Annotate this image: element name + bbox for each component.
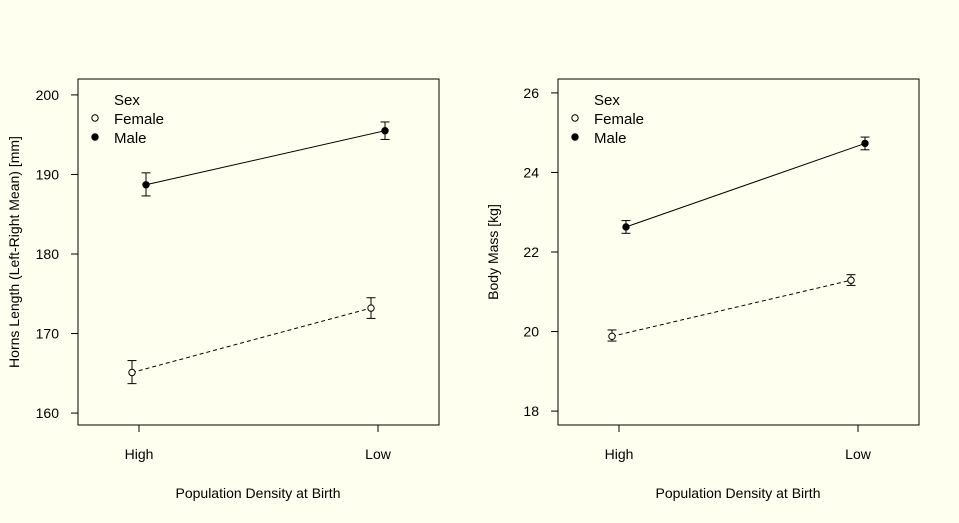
y-tick-label: 180 xyxy=(36,246,60,262)
data-point-female xyxy=(608,332,616,341)
x-tick-label: High xyxy=(605,446,634,462)
data-point-male xyxy=(381,127,389,135)
y-tick-label: 22 xyxy=(523,244,539,260)
x-ticks: High Low xyxy=(125,425,392,462)
y-ticks: 18 20 22 24 26 xyxy=(523,85,558,419)
x-axis-label: Population Density at Birth xyxy=(656,485,821,501)
data-point-female xyxy=(367,304,375,312)
error-bars xyxy=(607,136,870,342)
legend-marker-female xyxy=(91,114,99,122)
data-points xyxy=(608,139,869,341)
y-ticks: 160 170 180 190 200 xyxy=(36,87,78,421)
legend-label-male: Male xyxy=(594,130,627,147)
y-tick-label: 190 xyxy=(36,166,60,182)
y-axis-label: Body Mass [kg] xyxy=(485,204,501,300)
series-line-female xyxy=(131,307,372,373)
legend-label-female: Female xyxy=(594,111,644,128)
legend-label-male: Male xyxy=(114,130,147,147)
y-tick-label: 200 xyxy=(36,87,60,103)
data-points xyxy=(128,127,389,377)
data-point-male xyxy=(622,223,630,231)
y-tick-label: 160 xyxy=(36,405,60,421)
legend: Sex Female Male xyxy=(571,92,644,147)
y-tick-label: 170 xyxy=(36,326,60,342)
data-point-male xyxy=(142,181,150,189)
legend-marker-male xyxy=(571,133,579,141)
legend-marker-female xyxy=(571,114,579,122)
series-lines xyxy=(611,142,866,337)
y-tick-label: 18 xyxy=(523,403,539,419)
x-tick-label: High xyxy=(125,446,154,462)
error-bars xyxy=(127,121,390,385)
x-tick-label: Low xyxy=(845,446,872,462)
data-point-male xyxy=(861,139,869,148)
data-point-female xyxy=(847,276,855,284)
series-line-female xyxy=(611,279,852,337)
x-axis-label: Population Density at Birth xyxy=(176,485,341,501)
legend-title: Sex xyxy=(114,92,140,109)
legend-label-female: Female xyxy=(114,111,164,128)
legend-title: Sex xyxy=(594,92,620,109)
y-tick-label: 24 xyxy=(523,164,539,180)
x-ticks: High Low xyxy=(605,425,872,462)
series-lines xyxy=(131,130,386,373)
x-tick-label: Low xyxy=(365,446,392,462)
panel-body-mass: 18 20 22 24 26 High Low Population Density at… xyxy=(485,78,920,501)
y-axis-label: Horns Length (Left-Right Mean) [mm] xyxy=(6,136,22,368)
panel-horns: 160 170 180 190 200 High Low Population Densi… xyxy=(6,78,440,501)
legend: Sex Female Male xyxy=(91,92,164,147)
legend-marker-male xyxy=(91,133,99,141)
y-tick-label: 26 xyxy=(523,85,539,101)
y-tick-label: 20 xyxy=(523,324,539,340)
series-line-male xyxy=(625,142,866,228)
series-line-male xyxy=(145,130,386,186)
data-point-female xyxy=(128,368,136,377)
